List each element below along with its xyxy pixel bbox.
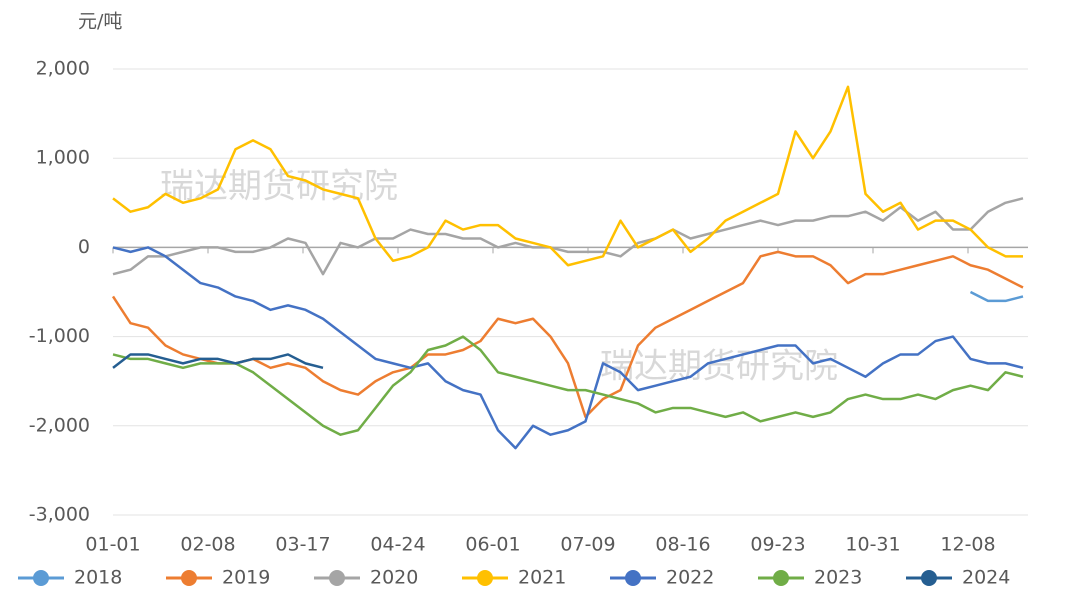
- y-tick-label: 2,000: [36, 58, 90, 80]
- legend-marker: [33, 570, 49, 586]
- x-tick-label: 06-01: [465, 534, 520, 556]
- legend-marker: [477, 570, 493, 586]
- series-line: [111, 250, 1024, 419]
- x-tick-label: 02-08: [180, 534, 235, 556]
- x-tick-label: 09-23: [750, 534, 805, 556]
- legend-marker: [329, 570, 345, 586]
- legend-label: 2022: [666, 567, 714, 589]
- legend-label: 2018: [74, 567, 122, 589]
- legend-label: 2020: [370, 567, 418, 589]
- watermark: 瑞达期货研究院: [600, 347, 838, 387]
- x-tick-label: 07-09: [560, 534, 615, 556]
- legend-marker: [625, 570, 641, 586]
- x-tick-label: 12-08: [940, 534, 995, 556]
- series-line: [112, 85, 1023, 267]
- legend-marker: [921, 570, 937, 586]
- series-line: [112, 197, 1024, 276]
- series-line: [112, 335, 1024, 436]
- legend-label: 2021: [518, 567, 566, 589]
- x-tick-label: 03-17: [275, 534, 330, 556]
- x-tick-label: 08-16: [655, 534, 710, 556]
- y-tick-label: 0: [78, 236, 90, 258]
- y-tick-label: 1,000: [36, 147, 90, 169]
- legend-marker: [773, 570, 789, 586]
- x-tick-label: 01-01: [85, 534, 140, 556]
- series-line: [969, 290, 1024, 303]
- legend-label: 2019: [222, 567, 270, 589]
- y-tick-label: -1,000: [29, 325, 90, 347]
- y-tick-label: -3,000: [29, 504, 90, 526]
- x-tick-label: 10-31: [845, 534, 900, 556]
- legend-label: 2023: [814, 567, 862, 589]
- series-line: [112, 353, 324, 370]
- y-tick-label: -2,000: [29, 414, 90, 436]
- legend-label: 2024: [962, 567, 1010, 589]
- legend-marker: [181, 570, 197, 586]
- x-tick-label: 04-24: [370, 534, 425, 556]
- y-unit: 元/吨: [78, 11, 122, 33]
- series-line: [112, 246, 1024, 450]
